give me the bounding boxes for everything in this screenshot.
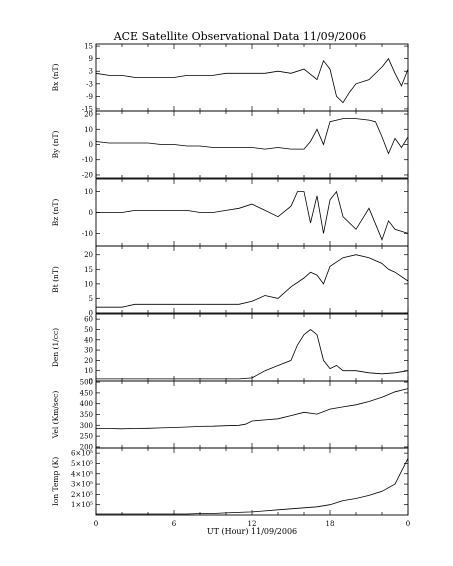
- panel-6: 500 450 400 350 300 250 200 Vel (Km/sec): [51, 379, 409, 451]
- y-axis-label: By (nT): [51, 131, 60, 159]
- y-tick-label: 0: [89, 209, 93, 217]
- panel-7: 6×10⁵ 5×10⁵ 4×10⁵ 3×10⁵ 2×10⁵ 1×10⁵ Ion Temp (…: [51, 447, 409, 516]
- panel-5: 60 50 40 30 20 10 0 Den (1/cc): [51, 313, 409, 386]
- panel-frame: [95, 313, 409, 382]
- y-tick-label: -9: [86, 93, 93, 101]
- series-line: [95, 118, 409, 155]
- y-tick-label: 3×10⁵: [71, 481, 93, 489]
- panel-2: 20 10 0 -10 -20 By (nT): [51, 110, 409, 179]
- y-tick-label: 50: [84, 326, 93, 334]
- panel-3: 10 0 -10 Bz (nT): [51, 178, 409, 247]
- y-tick-label: 6×10⁵: [71, 450, 93, 458]
- y-tick-label: -10: [82, 230, 93, 238]
- y-tick-label: 450: [80, 389, 93, 397]
- series-line: [96, 254, 409, 308]
- y-tick-label: 15: [84, 266, 93, 274]
- y-tick-label: 15: [84, 43, 93, 51]
- x-tick-label: 0: [406, 520, 410, 528]
- panel-frame: [95, 178, 409, 247]
- series-line: [96, 328, 409, 380]
- series-line: [96, 190, 409, 241]
- y-axis-label: Bt (nT): [51, 266, 60, 293]
- y-tick-label: 500: [80, 379, 93, 387]
- panels: 15 9 3 -3 -9 -15 Bx (nT) 20 10 0 -10 -20 By (nT) 10 0 -…: [51, 43, 410, 528]
- x-tick-label: 12: [248, 520, 257, 528]
- y-tick-label: 20: [84, 111, 93, 119]
- y-axis-label: Den (1/cc): [51, 328, 60, 367]
- y-tick-label: 250: [80, 433, 93, 441]
- y-tick-label: 350: [80, 411, 93, 419]
- series-line: [95, 57, 409, 104]
- series-line: [96, 458, 409, 515]
- x-tick-label: 6: [172, 520, 177, 528]
- y-tick-label: -20: [82, 171, 93, 179]
- y-tick-label: -10: [82, 156, 93, 164]
- y-tick-label: 10: [84, 280, 93, 288]
- y-tick-label: 1×10⁵: [71, 501, 93, 509]
- y-tick-label: -3: [86, 80, 93, 88]
- y-tick-label: 5×10⁵: [71, 460, 93, 468]
- panel-frame: [95, 447, 409, 516]
- series-line: [96, 388, 409, 430]
- y-tick-label: 3: [89, 68, 93, 76]
- y-tick-label: 40: [84, 336, 93, 344]
- y-tick-label: 9: [89, 55, 93, 63]
- panel-4: 20 15 10 5 0 Bt (nT): [51, 245, 409, 318]
- x-axis-label: UT (Hour) 11/09/2006: [207, 527, 297, 536]
- y-axis-label: Bx (nT): [51, 64, 60, 92]
- y-tick-label: -15: [82, 105, 93, 113]
- y-tick-label: 2×10⁵: [71, 491, 93, 499]
- x-tick-label: 18: [326, 520, 335, 528]
- panel-1: 15 9 3 -3 -9 -15 Bx (nT): [51, 43, 409, 113]
- x-tick-label: 0: [94, 520, 98, 528]
- y-tick-label: 0: [89, 141, 93, 149]
- y-tick-label: 200: [80, 443, 93, 451]
- y-axis-label: Ion Temp (K): [51, 457, 60, 506]
- y-tick-label: 10: [84, 188, 93, 196]
- y-tick-label: 0: [89, 378, 93, 386]
- y-tick-label: 4×10⁵: [71, 470, 93, 478]
- y-tick-label: 10: [84, 367, 93, 375]
- y-tick-label: 60: [84, 316, 93, 324]
- panel-frame: [95, 380, 409, 449]
- chart-title: ACE Satellite Observational Data 11/09/2…: [113, 30, 367, 43]
- y-tick-label: 20: [84, 357, 93, 365]
- y-tick-label: 300: [80, 422, 93, 430]
- y-tick-label: 0: [89, 310, 93, 318]
- y-tick-label: 5: [89, 295, 93, 303]
- panel-frame: [95, 110, 409, 179]
- y-tick-label: 10: [84, 126, 93, 134]
- y-tick-label: 20: [84, 251, 93, 259]
- y-axis-label: Bz (nT): [51, 199, 60, 227]
- y-axis-label: Vel (Km/sec): [51, 391, 60, 440]
- y-tick-label: 400: [80, 400, 93, 408]
- y-tick-label: 30: [84, 347, 93, 355]
